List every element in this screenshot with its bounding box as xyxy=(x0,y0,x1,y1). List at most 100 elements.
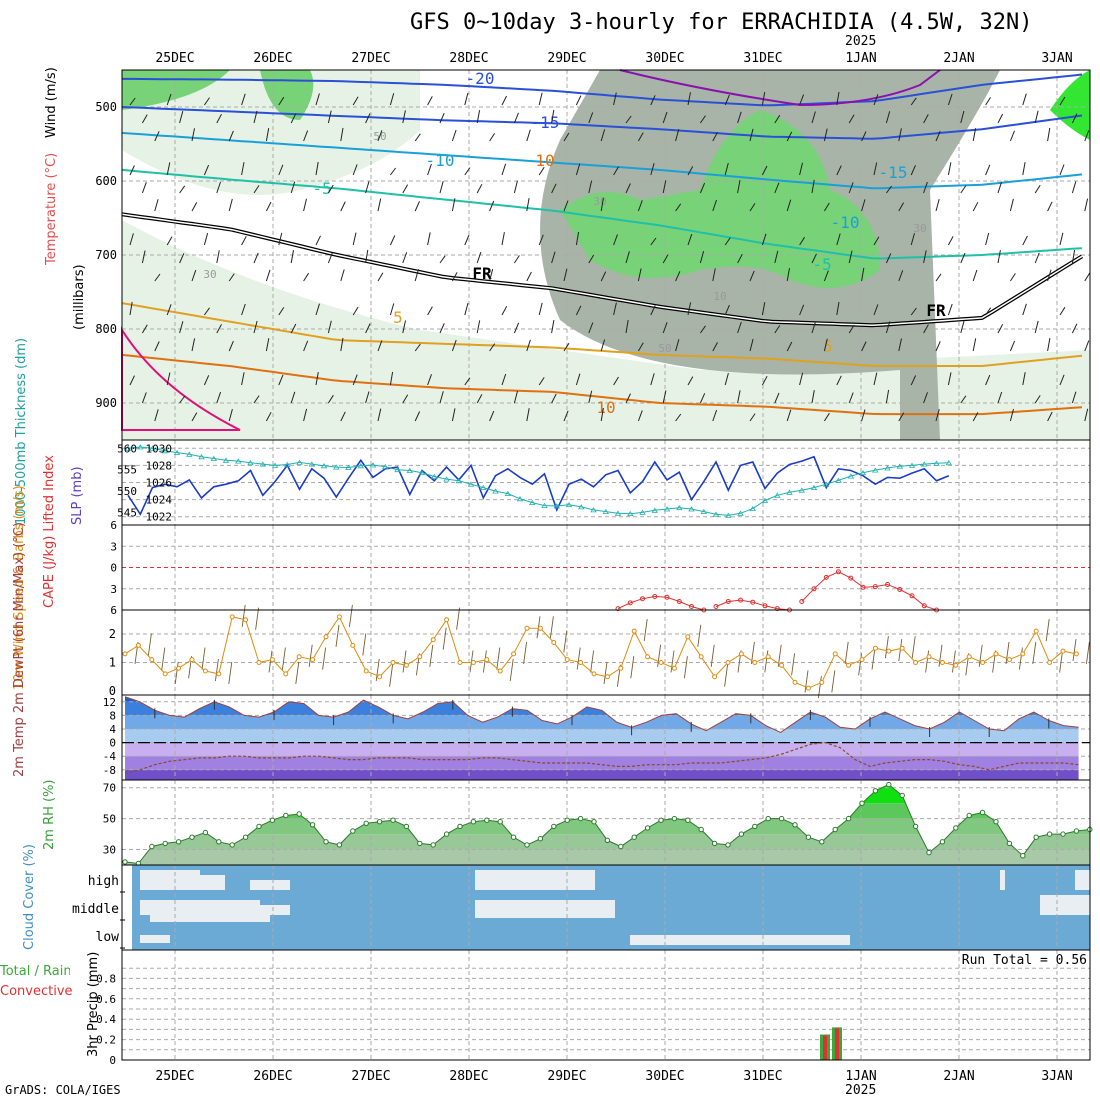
wind-barb xyxy=(873,94,879,106)
wind-barb xyxy=(303,340,309,352)
year-label-bottom: 2025 xyxy=(845,1083,877,1098)
thickness-marker xyxy=(431,473,438,479)
wind-barb xyxy=(322,647,327,670)
rh-marker xyxy=(658,817,664,823)
wind-barb xyxy=(630,656,635,679)
wind-barb xyxy=(538,92,543,106)
wind-barb xyxy=(241,93,246,106)
wind-barb xyxy=(129,375,135,386)
rh-marker xyxy=(497,819,503,825)
wind-barb xyxy=(1071,113,1078,124)
wind-barb xyxy=(526,271,532,282)
date-label-top: 27DEC xyxy=(351,51,390,66)
wind-barb xyxy=(972,201,979,212)
wind-barb xyxy=(427,96,433,106)
wind-barb xyxy=(538,377,545,386)
wind-barb xyxy=(799,94,805,106)
wind-barb xyxy=(848,114,855,124)
wind-barb xyxy=(526,408,530,422)
wind-barb xyxy=(389,167,397,176)
lifted-index-marker xyxy=(738,597,743,603)
wind-barb xyxy=(724,237,731,246)
wind-barb xyxy=(650,237,657,246)
thickness-marker xyxy=(908,462,916,468)
wind-barb xyxy=(910,375,917,386)
thickness-marker xyxy=(222,457,230,463)
wind-speed-marker xyxy=(135,642,141,648)
wind-barb xyxy=(352,96,359,106)
wind-barb xyxy=(513,112,519,124)
lifted-index-marker xyxy=(921,603,927,609)
contour-label: -10 xyxy=(426,151,455,170)
thickness-marker xyxy=(320,463,328,469)
thickness-marker xyxy=(553,503,561,509)
thickness-marker xyxy=(847,473,855,479)
rh-marker xyxy=(618,843,624,850)
wind-barb xyxy=(476,110,481,124)
wind-barb xyxy=(489,268,494,282)
wind-barb xyxy=(489,133,496,142)
wind-speed-marker xyxy=(1047,660,1053,665)
contour-label: 30 xyxy=(203,268,216,281)
wind-axis-title: Wind (m/s) xyxy=(44,67,59,138)
wind-barb xyxy=(191,128,195,142)
wind-barb xyxy=(1032,641,1037,664)
rh-marker xyxy=(644,825,651,831)
wind-barb xyxy=(737,390,741,404)
wind-barb xyxy=(848,324,855,334)
wind-barb xyxy=(831,670,836,693)
lifted-index-marker xyxy=(762,603,768,609)
wind-barb xyxy=(749,203,756,212)
wind-barb xyxy=(414,201,420,212)
rh-marker xyxy=(953,825,959,831)
wind-speed-marker xyxy=(336,614,342,620)
wind-barb xyxy=(600,339,606,352)
wind-barb xyxy=(811,111,816,124)
thickness-marker xyxy=(308,461,316,467)
thickness-marker xyxy=(541,502,548,508)
wind-barb xyxy=(365,181,370,194)
wind-barb xyxy=(712,342,718,352)
wind-barb xyxy=(613,302,617,316)
wind-barb xyxy=(278,96,285,106)
precip-legend-total: Total / Rain xyxy=(0,964,70,979)
rh-marker xyxy=(698,826,704,833)
wind-barb xyxy=(141,250,146,264)
wind-barb xyxy=(241,372,245,386)
wind-barb xyxy=(191,412,198,422)
wind-barb xyxy=(997,250,1001,264)
wind-barb xyxy=(724,162,729,176)
wind-barb xyxy=(352,374,358,386)
wind-barb xyxy=(482,650,487,673)
wind-barb xyxy=(340,269,345,282)
wind-barb xyxy=(575,305,582,316)
wind-barb xyxy=(985,232,990,246)
wind-speed-marker xyxy=(511,651,517,657)
contour-label: 30 xyxy=(913,222,926,235)
wind-barb xyxy=(951,650,956,673)
wind-barb xyxy=(1034,395,1041,404)
wind-barb xyxy=(799,304,805,316)
thickness-marker xyxy=(774,492,781,498)
wind-barb xyxy=(429,644,434,667)
thickness-marker xyxy=(933,460,940,466)
wind-barb xyxy=(203,232,209,246)
wind-speed-marker xyxy=(189,657,195,663)
thickness-slp-panel: 545 550 555 560 1022 1024 1026 1028 1030 xyxy=(117,439,1091,526)
date-label-top: 2JAN xyxy=(943,51,974,66)
thickness-marker xyxy=(688,506,695,512)
thickness-marker xyxy=(161,448,169,454)
slp-tick-label: 1030 xyxy=(146,442,173,455)
thickness-marker xyxy=(786,489,793,495)
wind-barb xyxy=(972,338,977,352)
wind-barb xyxy=(216,113,222,124)
wind-barb xyxy=(687,166,694,176)
wind-barb xyxy=(563,200,569,212)
thickness-marker xyxy=(345,464,352,470)
wind-speed-marker xyxy=(738,651,744,657)
wind-barb xyxy=(873,304,879,316)
wind-barb xyxy=(960,185,967,194)
rh-shade-bright xyxy=(1050,70,1090,140)
wind-barb xyxy=(786,409,792,422)
precip-legend-convective: Convective xyxy=(0,984,73,999)
